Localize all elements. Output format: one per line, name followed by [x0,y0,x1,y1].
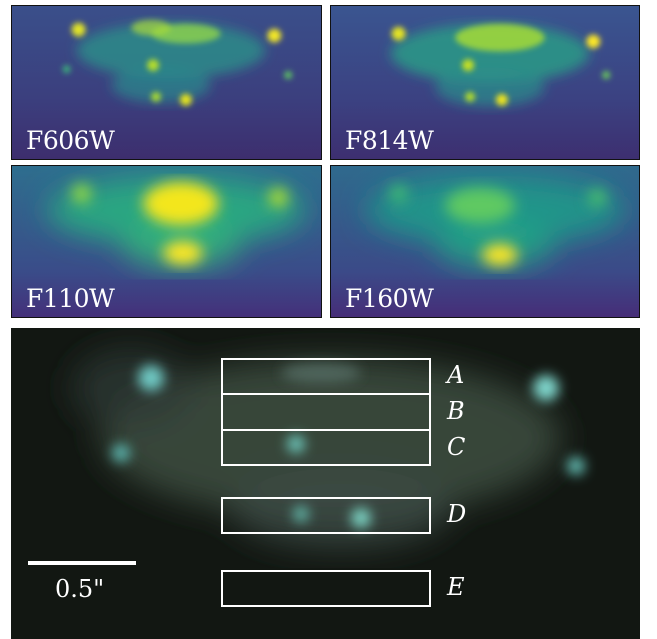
region-label-b: B [447,397,465,425]
region-box-c [221,429,431,466]
f814w-panel: F814W [330,5,640,160]
band-label: F110W [26,284,115,313]
composite-image [11,328,640,639]
region-label-e: E [447,573,465,601]
band-label: F160W [345,284,434,313]
f160w-image [331,166,639,317]
region-box-d [221,497,431,534]
f606w-image [12,6,321,159]
f606w-panel: F606W [11,5,322,160]
region-box-e [221,570,431,607]
composite-panel: A B C D E [11,328,640,639]
f110w-panel: F110W [11,165,322,318]
f814w-image [331,6,639,159]
region-label-d: D [447,500,467,528]
band-label: F606W [26,126,115,155]
scale-bar-label: 0.5" [55,575,105,603]
f160w-panel: F160W [330,165,640,318]
region-label-c: C [447,433,466,461]
region-box-a [221,358,431,395]
region-box-b [221,393,431,431]
region-label-a: A [447,361,465,389]
f110w-image [12,166,321,317]
band-label: F814W [345,126,434,155]
scale-bar [28,561,136,565]
